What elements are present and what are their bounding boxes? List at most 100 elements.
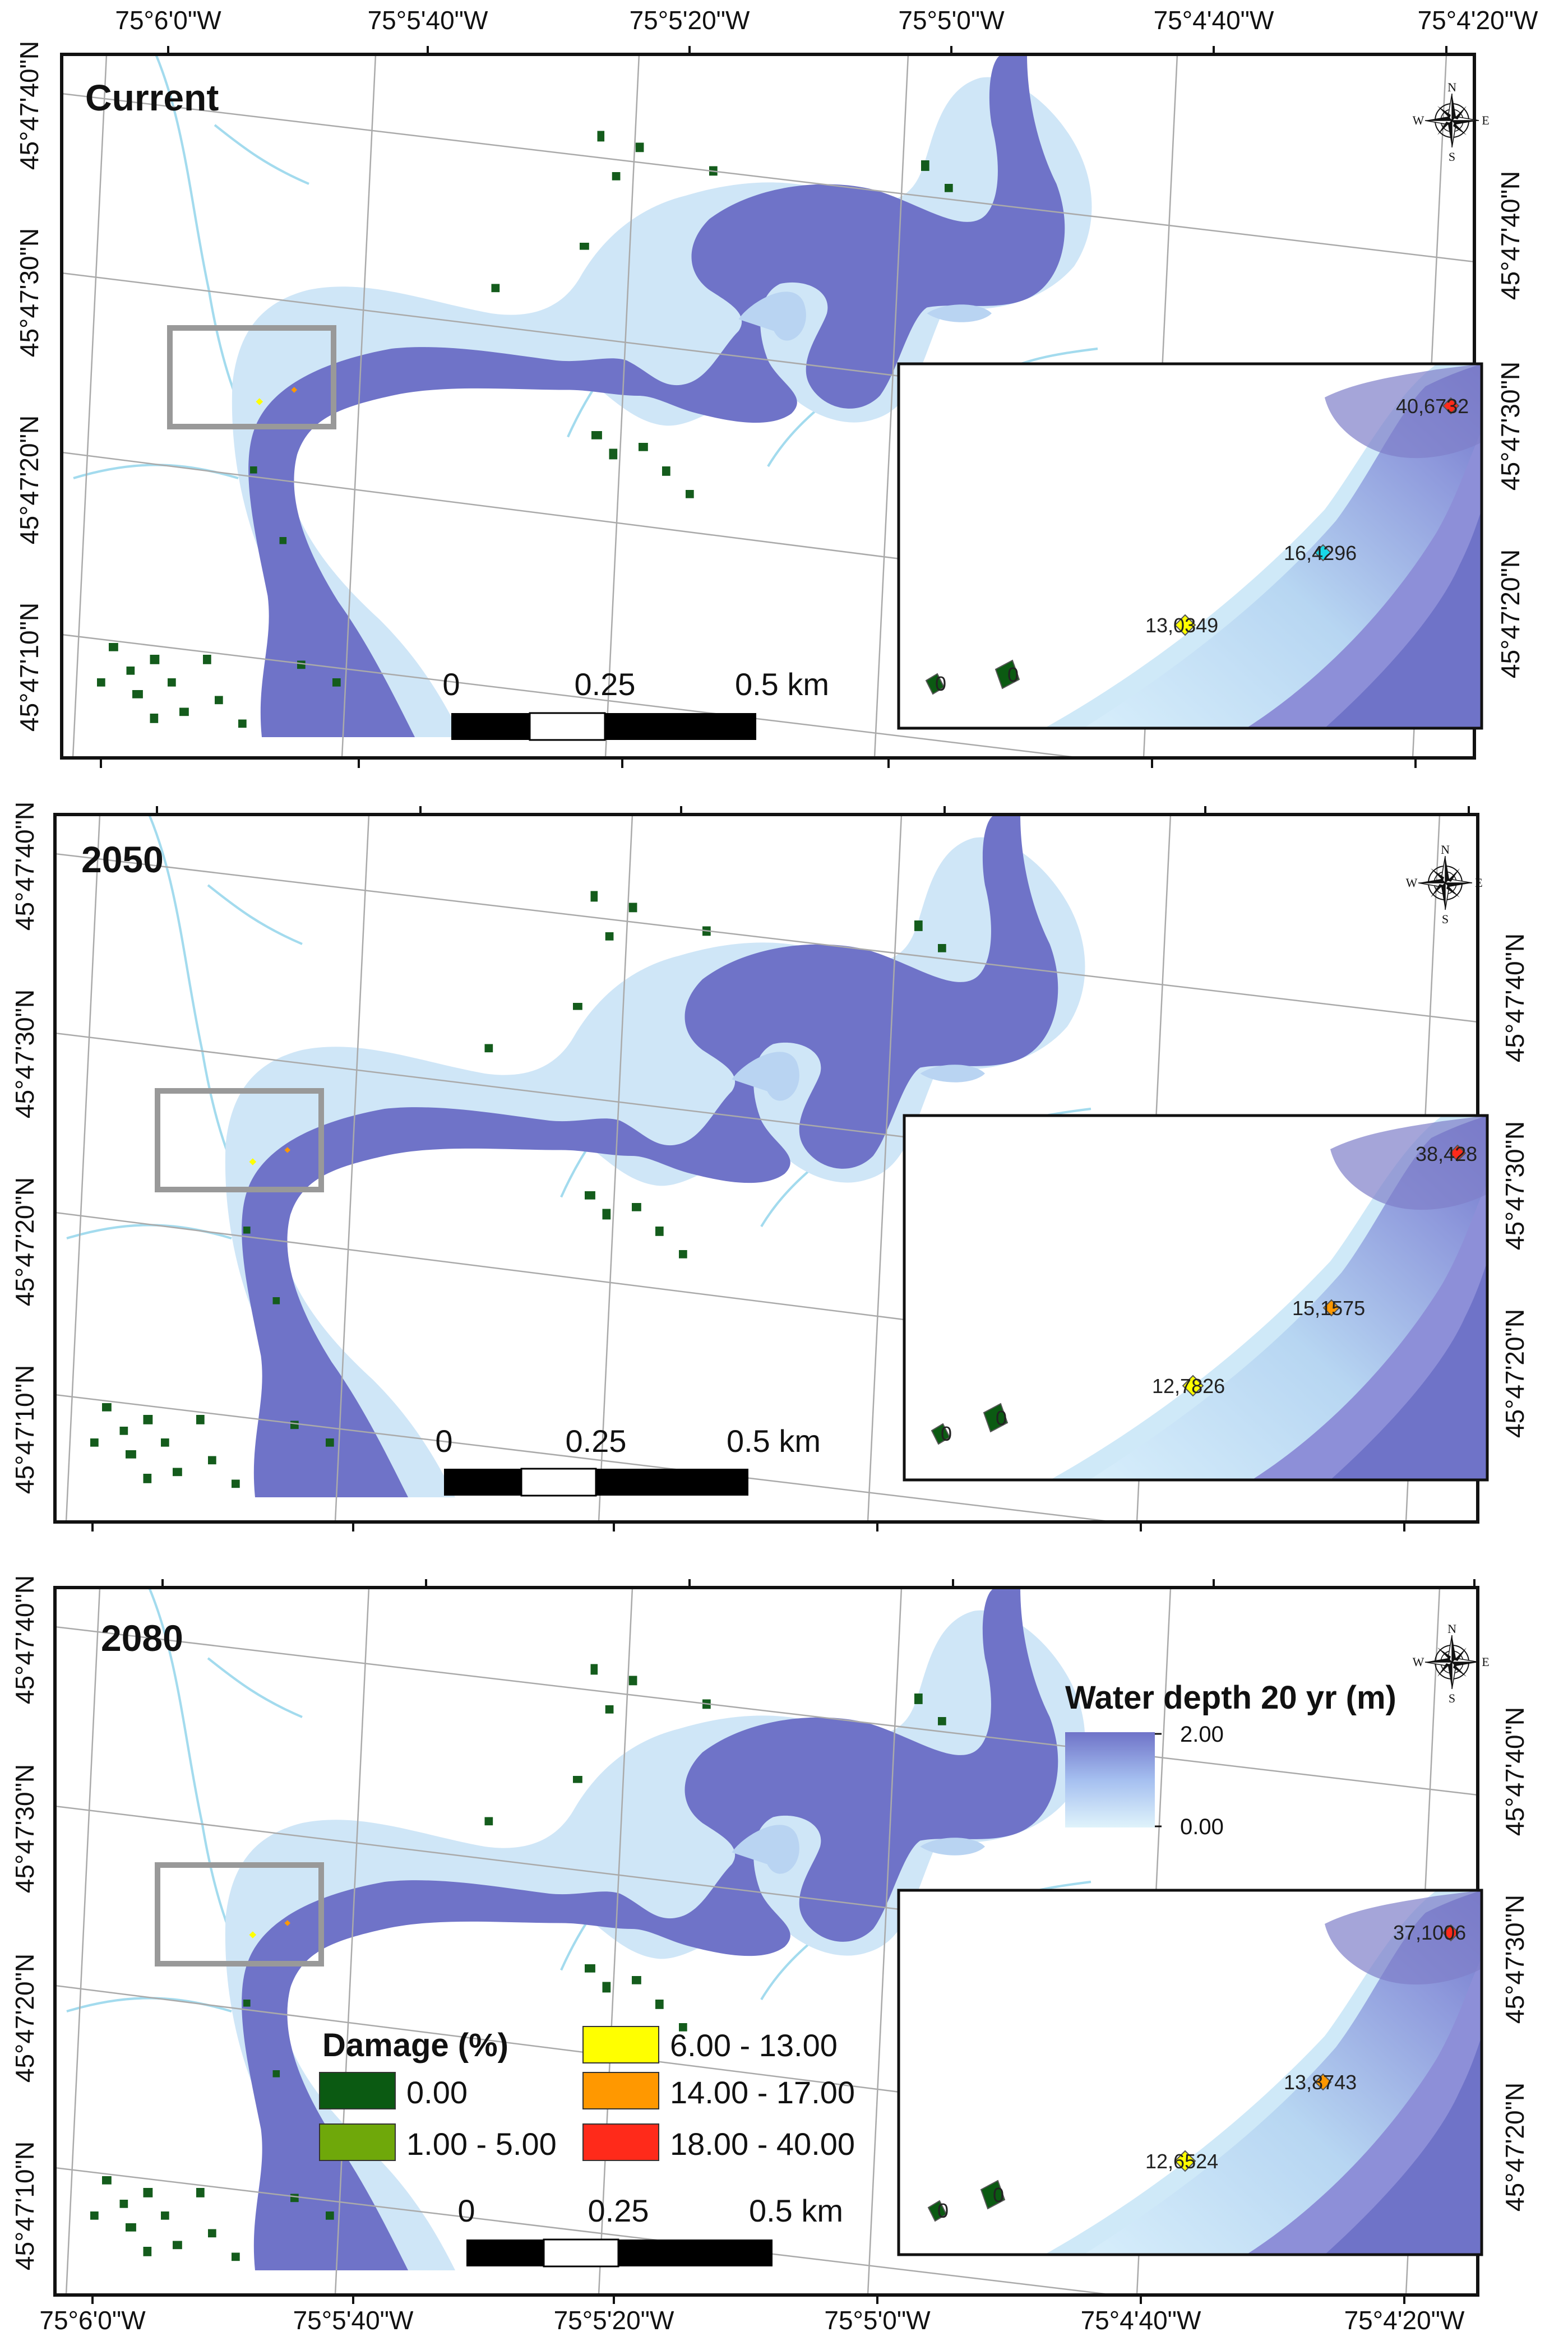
damage-point-label: 0 (996, 1406, 1007, 1429)
highlight-box (155, 1862, 324, 1967)
damage-point-label: 15,1575 (1292, 1297, 1365, 1320)
inset-point-4: 0 (925, 672, 946, 695)
svg-text:75°4'40"W: 75°4'40"W (1154, 6, 1274, 35)
damage-swatch-4 (582, 2123, 659, 2161)
scale-label-1: 0.25 (575, 667, 636, 702)
inset-point-2: 13,0349 (1145, 614, 1218, 637)
scale-bar: 0 0.25 0.5 km (435, 1423, 821, 1497)
lat-labels-left: 45°47'40"N 45°47'30"N 45°47'20"N 45°47'1… (15, 41, 44, 732)
damage-point (1314, 544, 1332, 562)
panel-title: 2050 (81, 839, 164, 880)
lat-labels-left: 45°47'40"N 45°47'30"N 45°47'20"N 45°47'1… (10, 802, 39, 1494)
svg-text:45°47'30"N: 45°47'30"N (10, 1764, 39, 1893)
damage-point (1449, 1144, 1467, 1162)
svg-text:45°47'10"N: 45°47'10"N (15, 603, 44, 732)
map-panel-current: 40,6732 16,4296 13,0349 0 0 (15, 6, 1538, 768)
svg-text:E: E (1482, 1655, 1489, 1669)
scale-label-2: 0.5 km (749, 2193, 843, 2228)
damage-point-label: 37,1006 (1393, 1921, 1466, 1944)
depth-ramp (1065, 1732, 1155, 1827)
svg-text:45°47'20"N: 45°47'20"N (1500, 1309, 1529, 1438)
inset-point-3: 0 (980, 2180, 1006, 2210)
highlight-box (167, 325, 336, 429)
inset-point-2: 12,6524 (1145, 2150, 1218, 2173)
scale-label-0: 0 (435, 1423, 452, 1459)
damage-point-label: 13,0349 (1145, 614, 1218, 637)
svg-text:75°4'40"W: 75°4'40"W (1081, 2306, 1201, 2332)
water-depth-legend: Water depth 20 yr (m) 2.00 0.00 (1065, 1679, 1396, 1839)
svg-text:W: W (1413, 113, 1424, 127)
svg-text:45°47'10"N: 45°47'10"N (10, 2141, 39, 2270)
svg-text:S: S (1449, 1691, 1455, 1705)
inset-point-3: 0 (995, 659, 1020, 690)
legend-title: Damage (%) (322, 2027, 508, 2063)
inset-map: 40,6732 16,4296 13,0349 0 0 (897, 362, 1483, 730)
damage-point (1174, 614, 1196, 636)
lon-labels-top: 75°6'0"W 75°5'40"W 75°5'20"W 75°5'0"W 75… (115, 6, 1538, 35)
inset-point-0: 38,428 (1416, 1142, 1477, 1165)
svg-text:45°47'40"N: 45°47'40"N (10, 802, 39, 931)
svg-text:45°47'20"N: 45°47'20"N (10, 1954, 39, 2083)
svg-text:S: S (1442, 912, 1449, 926)
damage-point-label: 0 (935, 672, 946, 695)
inset-map: 38,428 15,1575 12,7826 0 0 (903, 1114, 1489, 1482)
svg-text:45°47'40"N: 45°47'40"N (1500, 1707, 1529, 1836)
damage-swatch-0 (319, 2072, 396, 2109)
damage-point (1182, 1375, 1204, 1397)
svg-text:45°47'10"N: 45°47'10"N (10, 1365, 39, 1494)
scale-label-2: 0.5 km (727, 1423, 821, 1459)
legend-title: Water depth 20 yr (m) (1065, 1679, 1396, 1716)
highlight-box (155, 1088, 324, 1192)
inset-point-1: 15,1575 (1292, 1297, 1365, 1320)
damage-point-label: 16,4296 (1284, 542, 1357, 565)
svg-text:75°5'20"W: 75°5'20"W (554, 2306, 674, 2332)
damage-point-label: 0 (937, 2199, 949, 2222)
scale-label-2: 0.5 km (735, 667, 829, 702)
svg-text:N: N (1441, 843, 1450, 857)
svg-text:N: N (1447, 1622, 1456, 1636)
svg-text:45°47'30"N: 45°47'30"N (10, 989, 39, 1118)
damage-point-label: 0 (941, 1422, 952, 1445)
inset-point-0: 40,6732 (1396, 395, 1469, 418)
scale-label-1: 0.25 (588, 2193, 649, 2228)
lon-labels-bottom: 75°6'0"W 75°5'40"W 75°5'20"W 75°5'0"W 75… (39, 2306, 1465, 2332)
map-panel-2080: 37,1006 13,8743 12,6524 0 0 0 (10, 1575, 1529, 2332)
svg-text:45°47'20"N: 45°47'20"N (15, 415, 44, 544)
scale-bar: 0 0.25 0.5 km (457, 2193, 843, 2268)
svg-text:W: W (1413, 1655, 1424, 1669)
damage-class-3: 14.00 - 17.00 (670, 2075, 855, 2110)
svg-text:S: S (1449, 150, 1455, 164)
damage-legend: Damage (%) 0.00 1.00 - 5.00 6.00 - 13.00… (319, 2026, 855, 2162)
svg-text:45°47'40"N: 45°47'40"N (1496, 171, 1525, 300)
svg-text:75°6'0"W: 75°6'0"W (39, 2306, 146, 2332)
north-arrow-icon: N S E W (1413, 80, 1490, 164)
svg-text:45°47'30"N: 45°47'30"N (15, 228, 44, 357)
damage-point (1322, 1299, 1340, 1317)
building (927, 2200, 947, 2222)
damage-point-label: 0 (993, 2183, 1004, 2206)
svg-text:75°6'0"W: 75°6'0"W (115, 6, 221, 35)
svg-text:N: N (1447, 80, 1456, 94)
damage-swatch-2 (582, 2026, 659, 2063)
damage-point (1314, 2073, 1332, 2091)
damage-point (1442, 397, 1460, 415)
damage-point (1174, 2150, 1196, 2172)
inset-point-3: 0 (983, 1403, 1009, 1433)
svg-text:45°47'20"N: 45°47'20"N (1496, 549, 1525, 678)
panel-title: 2080 (101, 1617, 183, 1659)
damage-class-1: 1.00 - 5.00 (406, 2126, 557, 2162)
damage-point-label: 38,428 (1416, 1142, 1477, 1165)
scale-label-0: 0 (457, 2193, 475, 2228)
inset-point-4: 0 (931, 1422, 952, 1445)
svg-text:45°47'30"N: 45°47'30"N (1496, 362, 1525, 491)
svg-text:75°5'20"W: 75°5'20"W (630, 6, 750, 35)
scale-bar: 0 0.25 0.5 km (442, 667, 829, 741)
damage-point-label: 0 (1007, 663, 1019, 686)
svg-text:75°4'20"W: 75°4'20"W (1344, 2306, 1465, 2332)
svg-text:75°5'0"W: 75°5'0"W (824, 2306, 931, 2332)
building (983, 1403, 1009, 1433)
inset-map: 37,1006 13,8743 12,6524 0 0 (897, 1889, 1483, 2256)
damage-point-label: 13,8743 (1284, 2071, 1357, 2094)
damage-point (1442, 1924, 1460, 1942)
